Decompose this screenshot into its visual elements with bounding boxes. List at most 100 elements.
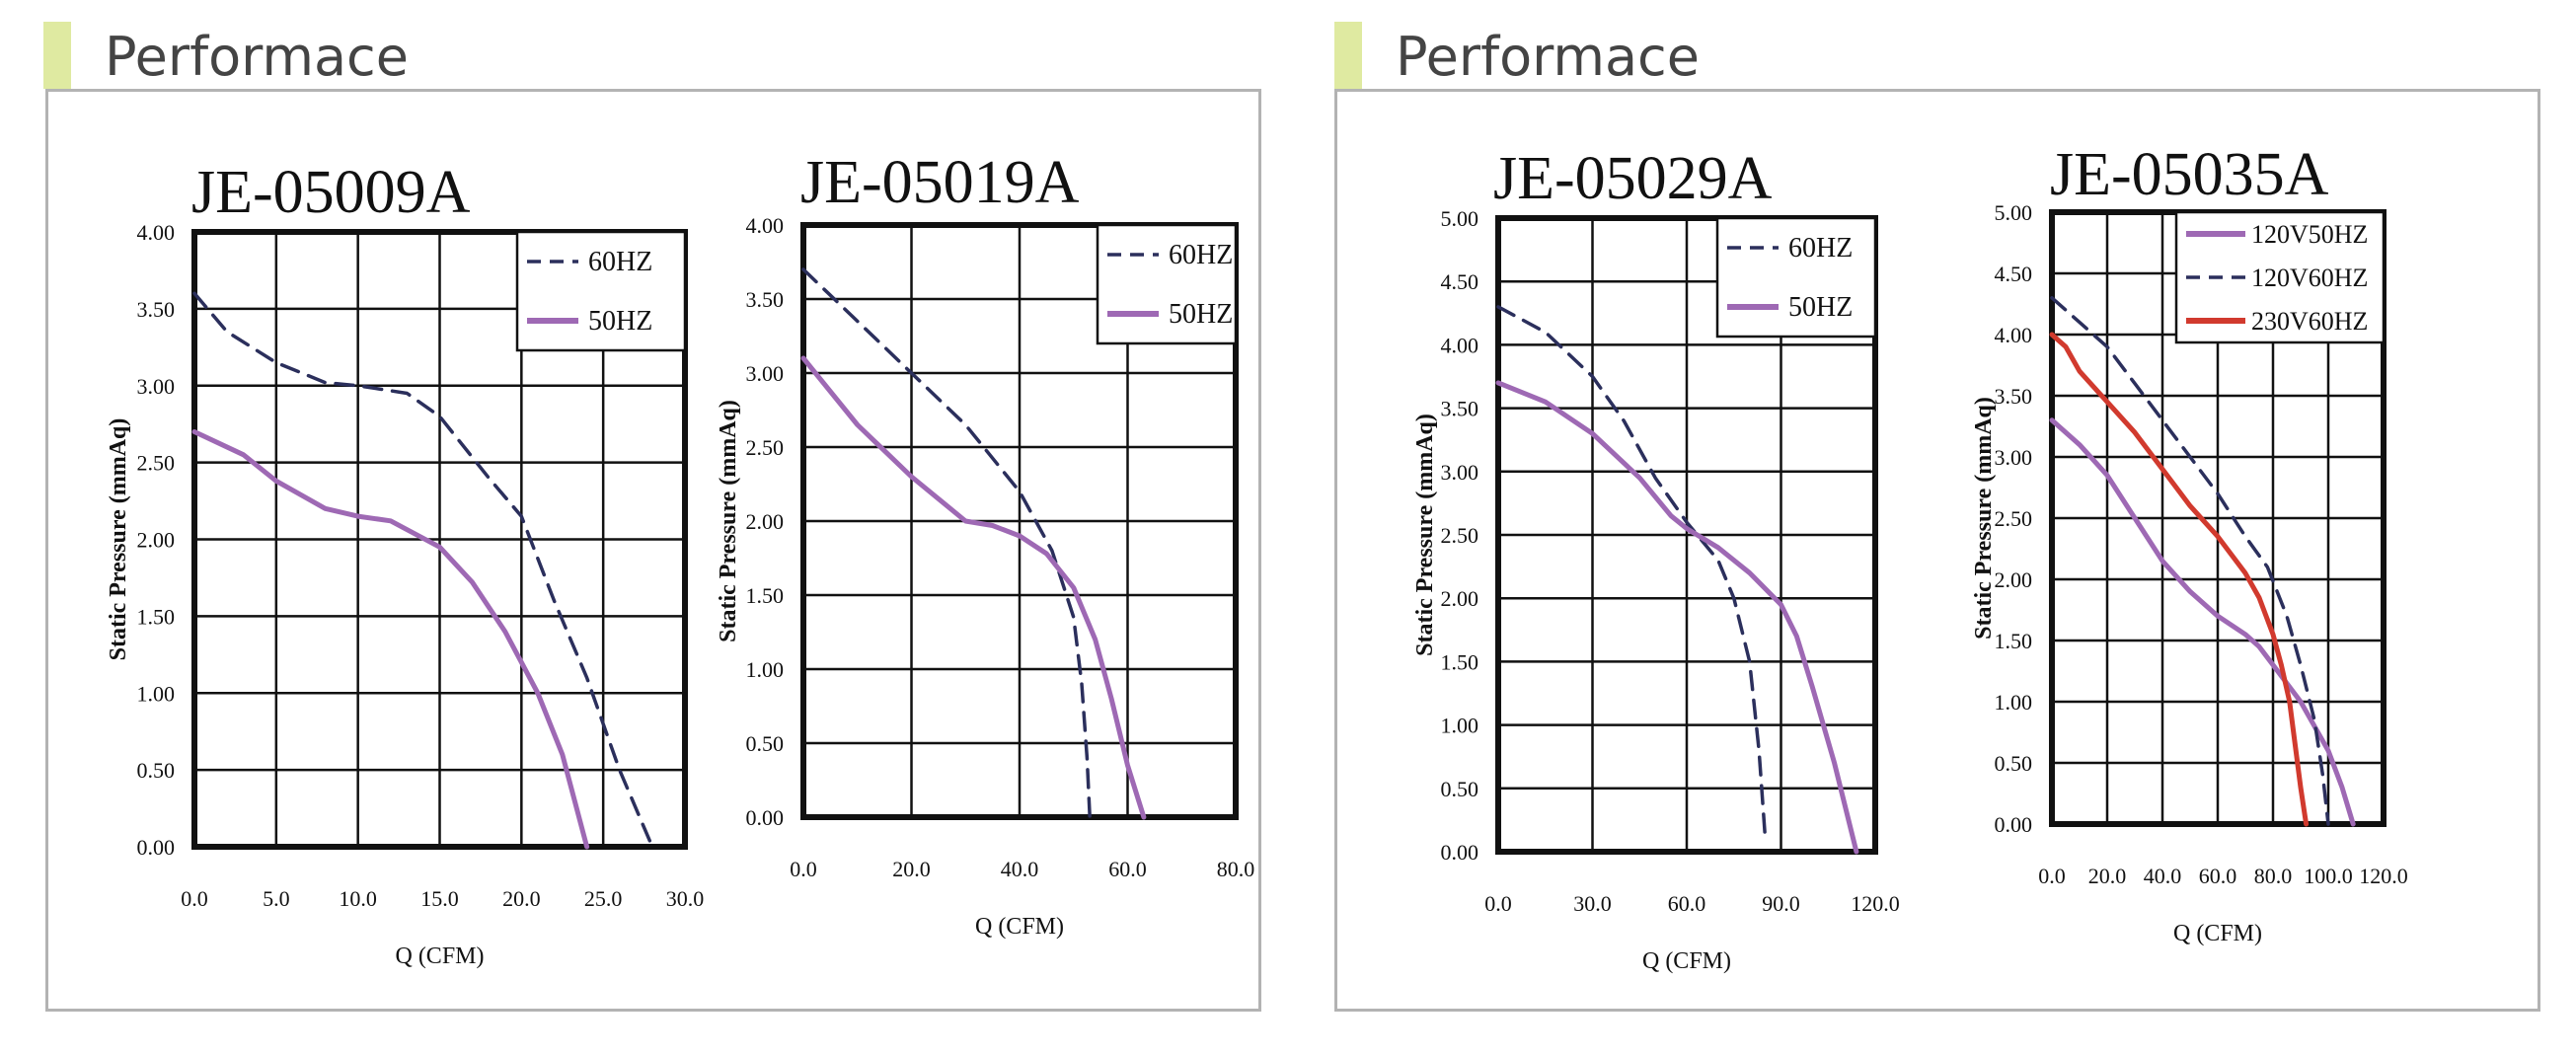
y-tick-label: 2.00 — [746, 509, 785, 534]
x-axis-label: Q (CFM) — [975, 914, 1064, 940]
legend-label: 50HZ — [1169, 299, 1233, 330]
x-tick-label: 100.0 — [2304, 864, 2353, 888]
x-tick-label: 15.0 — [420, 886, 459, 911]
y-tick-label: 0.50 — [137, 758, 176, 783]
x-tick-label: 20.0 — [892, 857, 931, 881]
x-tick-label: 40.0 — [2144, 864, 2182, 888]
y-tick-label: 2.50 — [746, 435, 785, 460]
legend-box — [1715, 216, 1877, 339]
y-tick-label: 1.00 — [137, 681, 176, 706]
y-axis-label: Static Pressure (mmAq) — [1971, 397, 1997, 640]
series-line — [2050, 296, 2330, 826]
y-tick-label: 0.00 — [1441, 840, 1479, 865]
y-axis-label: Static Pressure (mmAq) — [106, 418, 131, 661]
chart-title: JE-05035A — [2050, 141, 2329, 208]
y-tick-label: 0.00 — [1995, 812, 2033, 837]
x-tick-label: 30.0 — [666, 886, 705, 911]
y-tick-label: 1.50 — [1441, 649, 1479, 674]
y-tick-label: 0.50 — [746, 731, 785, 756]
series-line — [192, 291, 654, 849]
plot-frame — [1495, 215, 1878, 855]
y-tick-label: 3.50 — [137, 297, 176, 322]
legend-box — [1096, 223, 1238, 345]
legend-label: 230V60HZ — [2251, 307, 2368, 336]
y-tick-label: 3.00 — [137, 374, 176, 399]
y-tick-label: 5.00 — [1995, 200, 2033, 225]
chart-panel-right: JE-05029A 0.00 0.50 1.00 1.50 2.00 2.50 3.00 3.5… — [1334, 89, 2540, 1012]
legend-label: 50HZ — [588, 306, 652, 337]
y-axis-label: Static Pressure (mmAq) — [1412, 414, 1438, 656]
x-tick-label: 40.0 — [1001, 857, 1039, 881]
chart-je-05029a: JE-05029A 0.00 0.50 1.00 1.50 2.00 2.50 3.00 3.5… — [1412, 145, 1900, 974]
y-tick-label: 4.50 — [1995, 262, 2033, 286]
y-tick-label: 3.50 — [1995, 384, 2033, 409]
chart-title: JE-05029A — [1493, 145, 1773, 212]
x-tick-label: 90.0 — [1762, 891, 1800, 916]
y-tick-label: 1.00 — [1441, 714, 1479, 738]
x-tick-label: 80.0 — [1217, 857, 1255, 881]
chart-title: JE-05019A — [800, 149, 1080, 216]
y-tick-label: 1.50 — [137, 604, 176, 629]
series-line — [191, 429, 590, 850]
chart-title: JE-05009A — [191, 159, 471, 226]
series-line — [2049, 332, 2310, 827]
chart-je-05035a: JE-05035A 0.00 0.50 1.00 1.50 2.00 2.50 3.00 3.5… — [1971, 141, 2408, 946]
x-tick-label: 80.0 — [2254, 864, 2293, 888]
x-tick-label: 30.0 — [1573, 891, 1612, 916]
legend-label: 50HZ — [1788, 292, 1853, 323]
y-tick-label: 2.50 — [1995, 506, 2033, 531]
panel-header-right: Performace — [1334, 22, 1927, 89]
chart-je-05019a: JE-05019A 0.00 0.50 1.00 1.50 2.00 2.50 3.00 3.5… — [716, 149, 1255, 940]
chart-je-05009a: JE-05009A 0.00 0.50 1.00 1.50 2.00 2.50 3.00 3.5… — [106, 159, 704, 969]
y-tick-label: 0.50 — [1441, 777, 1479, 801]
plot-frame — [191, 229, 688, 850]
x-tick-label: 10.0 — [339, 886, 377, 911]
y-tick-label: 1.50 — [1995, 629, 2033, 653]
chart-panel-left: JE-05009A 0.00 0.50 1.00 1.50 2.00 2.50 3.00 3.5… — [45, 89, 1261, 1012]
x-tick-label: 5.0 — [263, 886, 290, 911]
series-line — [2049, 417, 2356, 827]
legend-label: 120V60HZ — [2251, 264, 2368, 292]
series-line — [1496, 305, 1768, 841]
x-tick-label: 60.0 — [1108, 857, 1147, 881]
x-tick-label: 25.0 — [584, 886, 623, 911]
x-tick-label: 60.0 — [1668, 891, 1706, 916]
y-tick-label: 4.00 — [1995, 323, 2033, 347]
x-tick-label: 20.0 — [2088, 864, 2127, 888]
y-tick-label: 1.00 — [746, 657, 785, 682]
y-tick-label: 0.50 — [1995, 751, 2033, 776]
y-axis-label: Static Pressure (mmAq) — [716, 400, 741, 642]
x-tick-label: 0.0 — [790, 857, 817, 881]
y-tick-label: 1.50 — [746, 583, 785, 608]
panel-accent-bar — [1334, 22, 1362, 89]
y-tick-label: 3.00 — [1995, 445, 2033, 470]
y-tick-label: 2.00 — [1995, 567, 2033, 592]
y-tick-label: 3.50 — [1441, 397, 1479, 421]
legend-label: 60HZ — [588, 247, 652, 277]
y-tick-label: 2.00 — [137, 528, 176, 553]
panel-title: Performace — [1396, 26, 1700, 88]
y-tick-label: 4.00 — [1441, 333, 1479, 357]
y-tick-label: 0.00 — [137, 835, 176, 860]
y-tick-label: 4.00 — [137, 220, 176, 245]
series-line — [800, 355, 1147, 820]
y-tick-label: 1.00 — [1995, 690, 2033, 715]
y-tick-label: 2.00 — [1441, 586, 1479, 611]
y-tick-label: 5.00 — [1441, 206, 1479, 231]
y-tick-label: 3.00 — [1441, 460, 1479, 485]
series-line — [1495, 380, 1859, 855]
panel-accent-bar — [43, 22, 71, 89]
x-axis-label: Q (CFM) — [395, 943, 484, 969]
panel-header-left: Performace — [43, 22, 636, 89]
x-tick-label: 20.0 — [502, 886, 541, 911]
legend-label: 120V50HZ — [2251, 220, 2368, 249]
legend-box — [515, 230, 687, 352]
plot-frame — [800, 222, 1239, 820]
x-tick-label: 0.0 — [181, 886, 208, 911]
legend-label: 60HZ — [1788, 233, 1853, 264]
x-tick-label: 120.0 — [2359, 864, 2408, 888]
x-tick-label: 0.0 — [1484, 891, 1512, 916]
legend-label: 60HZ — [1169, 240, 1233, 270]
panel-title: Performace — [105, 26, 409, 88]
x-axis-label: Q (CFM) — [1642, 948, 1731, 974]
